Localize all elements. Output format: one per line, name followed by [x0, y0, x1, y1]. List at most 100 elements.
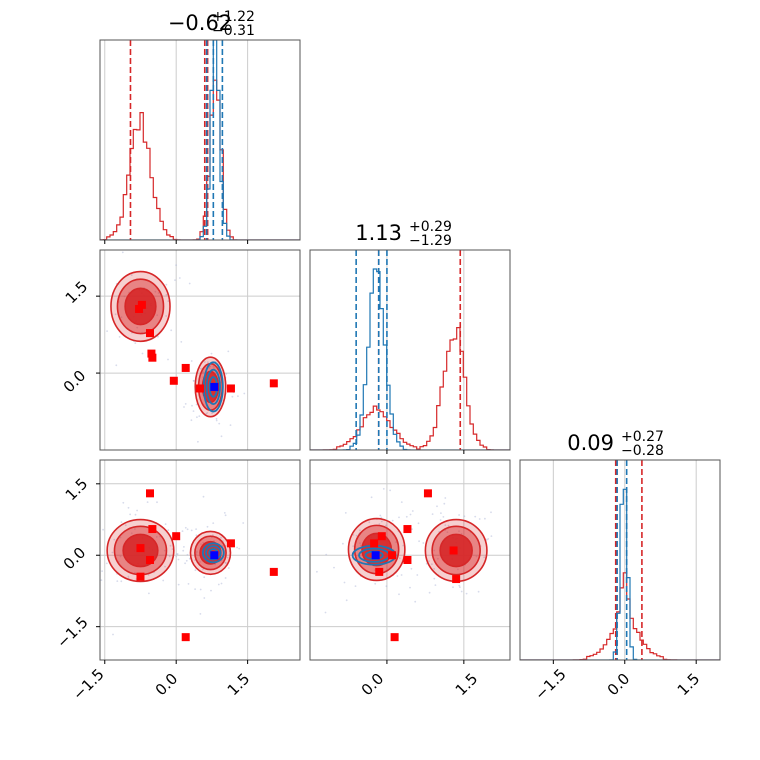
sample-point [194, 588, 197, 590]
sample-point [324, 611, 327, 614]
red-marker [390, 633, 399, 642]
sample-point [379, 514, 382, 517]
sample-point [175, 553, 178, 556]
sample-point [243, 392, 246, 395]
sample-point [215, 419, 218, 422]
sample-point [184, 526, 187, 529]
sample-point [202, 568, 204, 571]
sample-point [195, 551, 198, 554]
sample-point [168, 555, 171, 558]
sample-point [141, 352, 144, 355]
sample-point [212, 365, 215, 368]
title-p2-minus: −1.29 [409, 233, 452, 249]
sample-point [214, 563, 217, 566]
sample-point [190, 529, 193, 532]
sample-point [174, 279, 176, 281]
title-p2: 1.13 [355, 221, 402, 245]
sample-point [162, 579, 165, 582]
histogram-blue [310, 268, 510, 450]
sample-point [352, 545, 355, 547]
sample-point [193, 380, 195, 382]
sample-point [118, 336, 121, 338]
ytick-label-row3-1.5: 1.5 [62, 475, 92, 505]
sample-point [395, 541, 397, 543]
sample-point [177, 558, 180, 561]
sample-point [227, 567, 230, 569]
sample-point [434, 584, 437, 586]
sample-point [111, 551, 114, 554]
sample-point [165, 315, 168, 317]
sample-point [208, 367, 211, 369]
sample-point [167, 300, 170, 302]
sample-point [113, 538, 116, 541]
sample-point [170, 329, 173, 332]
title-p1-minus: −0.31 [212, 23, 255, 39]
sample-point [190, 360, 193, 362]
sample-point [220, 582, 223, 585]
sample-point [154, 290, 157, 293]
red-marker [269, 567, 278, 576]
sample-point [200, 543, 202, 545]
sample-point [398, 516, 400, 519]
xtick-label-col1-m1.5: −1.5 [69, 665, 107, 703]
sample-point [122, 501, 125, 504]
red-marker [403, 525, 412, 534]
sample-point [398, 557, 401, 560]
sample-point [155, 536, 158, 538]
sample-point [147, 574, 150, 576]
sample-point [190, 419, 193, 422]
red-marker [136, 544, 145, 553]
sample-point [225, 562, 227, 565]
sample-point [458, 514, 460, 516]
histogram-red [100, 79, 300, 240]
red-marker [147, 349, 156, 358]
ytick-label-row2-1.5: 1.5 [62, 278, 92, 308]
sample-point [409, 586, 411, 589]
sample-point [182, 549, 185, 552]
sample-point [236, 546, 239, 549]
sample-point [195, 403, 198, 406]
sample-point [116, 580, 119, 582]
sample-point [195, 534, 198, 537]
sample-point [475, 555, 478, 558]
sample-point [436, 505, 438, 508]
xtick-label-col1-0.0: 0.0 [152, 670, 182, 700]
sample-point [374, 582, 377, 585]
panel-p1-vs-p3 [99, 459, 301, 661]
sample-point [195, 553, 198, 556]
blue-marker [210, 551, 219, 560]
sample-point [460, 590, 463, 593]
sample-point [417, 522, 420, 525]
sample-point [217, 583, 220, 586]
sample-point [224, 577, 227, 579]
sample-point [121, 251, 124, 254]
red-marker [148, 525, 157, 534]
sample-point [396, 575, 399, 577]
sample-point [457, 568, 459, 571]
sample-point [220, 536, 222, 539]
panel-p2-hist [309, 249, 511, 451]
sample-point [231, 395, 234, 398]
sample-point [164, 523, 167, 525]
sample-point [157, 335, 159, 338]
sample-point [385, 585, 388, 588]
sample-point [444, 497, 447, 499]
sample-point [127, 506, 130, 509]
panel-p1-hist [99, 39, 301, 241]
sample-point [197, 440, 199, 443]
sample-point [226, 556, 229, 559]
histogram-blue [520, 488, 720, 660]
sample-point [195, 528, 198, 530]
red-marker [403, 556, 412, 564]
red-marker [146, 489, 154, 498]
sample-point [186, 553, 189, 556]
sample-point [120, 580, 123, 583]
sample-point [169, 544, 172, 547]
red-marker [226, 539, 235, 548]
blue-contour-level-2 [205, 368, 221, 406]
sample-point [167, 529, 170, 532]
sample-point [115, 364, 118, 367]
sample-point [443, 502, 446, 505]
sample-point [97, 273, 99, 275]
xtick-label-col2-0.0: 0.0 [358, 670, 388, 700]
